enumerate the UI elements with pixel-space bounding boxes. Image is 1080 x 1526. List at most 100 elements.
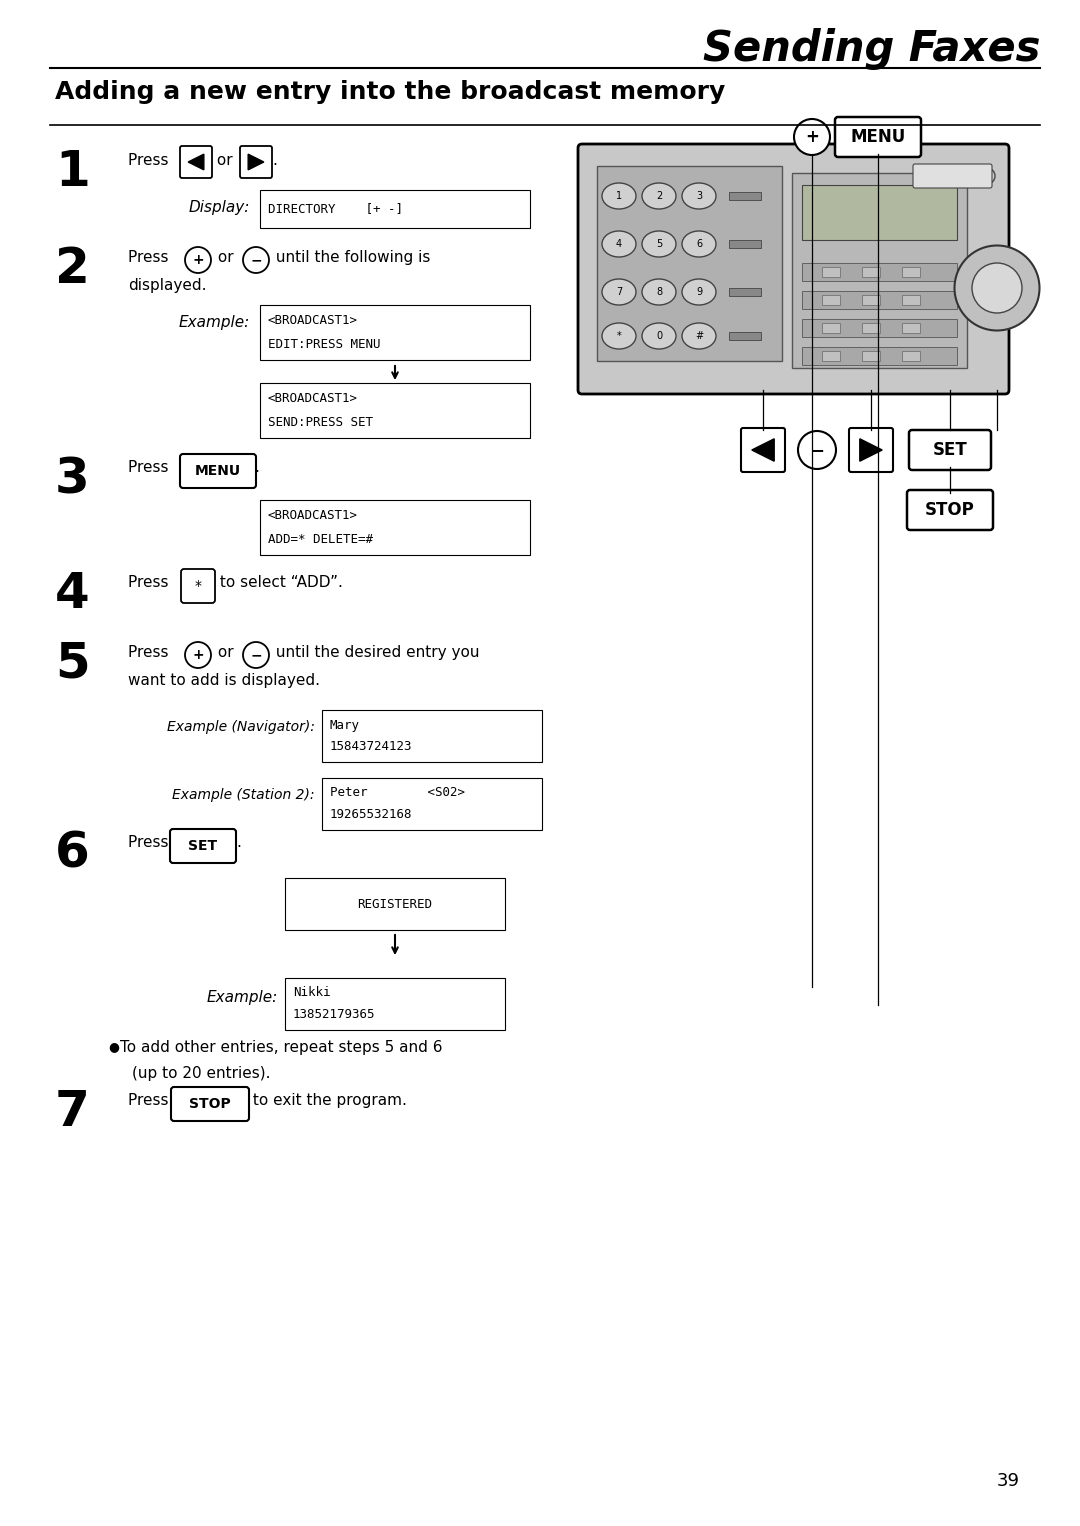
Text: Press: Press <box>129 250 174 266</box>
FancyBboxPatch shape <box>902 267 920 278</box>
FancyBboxPatch shape <box>835 118 921 157</box>
Text: +: + <box>192 253 204 267</box>
Text: 7: 7 <box>55 1088 90 1135</box>
Text: −: − <box>251 649 261 662</box>
FancyBboxPatch shape <box>170 829 237 864</box>
Text: Example (Station 2):: Example (Station 2): <box>173 787 315 803</box>
FancyBboxPatch shape <box>862 267 880 278</box>
Text: Sending Faxes: Sending Faxes <box>703 27 1040 70</box>
Text: EDIT:PRESS MENU: EDIT:PRESS MENU <box>268 337 380 351</box>
Ellipse shape <box>642 183 676 209</box>
FancyBboxPatch shape <box>729 192 761 200</box>
Text: SET: SET <box>188 839 217 853</box>
Ellipse shape <box>602 324 636 349</box>
Text: #: # <box>694 331 703 340</box>
Text: MENU: MENU <box>850 128 906 146</box>
Text: Example (Navigator):: Example (Navigator): <box>167 720 315 734</box>
FancyBboxPatch shape <box>862 351 880 362</box>
Text: 1: 1 <box>55 148 90 195</box>
FancyBboxPatch shape <box>322 778 542 830</box>
FancyBboxPatch shape <box>729 288 761 296</box>
Ellipse shape <box>642 230 676 256</box>
Text: 7: 7 <box>616 287 622 298</box>
Text: Mary: Mary <box>330 719 360 731</box>
Text: Press: Press <box>129 459 174 475</box>
Text: to exit the program.: to exit the program. <box>248 1093 407 1108</box>
FancyBboxPatch shape <box>285 978 505 1030</box>
Text: +: + <box>805 128 819 146</box>
Text: 2: 2 <box>656 191 662 201</box>
Text: 5: 5 <box>656 240 662 249</box>
Text: Press: Press <box>129 835 174 850</box>
FancyBboxPatch shape <box>862 295 880 305</box>
Text: Nikki: Nikki <box>293 986 330 1000</box>
Ellipse shape <box>602 279 636 305</box>
Ellipse shape <box>955 246 1039 331</box>
Circle shape <box>978 168 995 185</box>
Text: <BROADCAST1>: <BROADCAST1> <box>268 510 357 522</box>
FancyBboxPatch shape <box>802 262 957 281</box>
Text: −: − <box>810 441 824 459</box>
FancyBboxPatch shape <box>849 427 893 472</box>
Text: Adding a new entry into the broadcast memory: Adding a new entry into the broadcast me… <box>55 79 726 104</box>
Text: Display:: Display: <box>189 200 249 215</box>
FancyBboxPatch shape <box>729 333 761 340</box>
Text: 0: 0 <box>656 331 662 340</box>
Polygon shape <box>752 439 774 461</box>
Ellipse shape <box>681 230 716 256</box>
FancyBboxPatch shape <box>240 146 272 179</box>
Text: DIRECTORY    [+ -]: DIRECTORY [+ -] <box>268 203 403 215</box>
Circle shape <box>185 247 211 273</box>
FancyBboxPatch shape <box>822 351 840 362</box>
Text: 19265532168: 19265532168 <box>330 809 413 821</box>
Text: 4: 4 <box>616 240 622 249</box>
FancyBboxPatch shape <box>802 291 957 308</box>
Ellipse shape <box>642 279 676 305</box>
Circle shape <box>243 247 269 273</box>
Ellipse shape <box>681 279 716 305</box>
Ellipse shape <box>602 230 636 256</box>
Text: −: − <box>251 253 261 267</box>
FancyBboxPatch shape <box>181 569 215 603</box>
Text: .: . <box>254 459 259 475</box>
Text: STOP: STOP <box>926 501 975 519</box>
Text: <BROADCAST1>: <BROADCAST1> <box>268 314 357 327</box>
FancyBboxPatch shape <box>907 490 993 530</box>
Ellipse shape <box>972 262 1022 313</box>
FancyBboxPatch shape <box>285 877 505 929</box>
FancyBboxPatch shape <box>802 319 957 337</box>
FancyBboxPatch shape <box>578 143 1009 394</box>
Text: ADD=* DELETE=#: ADD=* DELETE=# <box>268 533 373 546</box>
Ellipse shape <box>602 183 636 209</box>
Text: 4: 4 <box>55 571 90 618</box>
FancyBboxPatch shape <box>792 172 967 368</box>
FancyBboxPatch shape <box>180 455 256 488</box>
Text: 6: 6 <box>55 830 90 877</box>
Text: .: . <box>272 153 276 168</box>
FancyBboxPatch shape <box>902 324 920 333</box>
Circle shape <box>185 642 211 668</box>
FancyBboxPatch shape <box>822 267 840 278</box>
FancyBboxPatch shape <box>822 324 840 333</box>
Text: STOP: STOP <box>189 1097 231 1111</box>
FancyBboxPatch shape <box>862 324 880 333</box>
Text: MENU: MENU <box>194 464 241 478</box>
Text: 39: 39 <box>997 1473 1020 1489</box>
Text: To add other entries, repeat steps 5 and 6: To add other entries, repeat steps 5 and… <box>120 1041 443 1054</box>
Text: 2: 2 <box>55 246 90 293</box>
FancyBboxPatch shape <box>260 501 530 555</box>
FancyBboxPatch shape <box>260 191 530 227</box>
FancyBboxPatch shape <box>322 710 542 761</box>
Text: 3: 3 <box>55 455 90 504</box>
Text: displayed.: displayed. <box>129 278 206 293</box>
Text: Press: Press <box>129 1093 174 1108</box>
Text: Peter        <S02>: Peter <S02> <box>330 786 465 800</box>
FancyBboxPatch shape <box>802 346 957 365</box>
FancyBboxPatch shape <box>909 430 991 470</box>
Text: want to add is displayed.: want to add is displayed. <box>129 673 320 688</box>
FancyBboxPatch shape <box>260 383 530 438</box>
Text: or: or <box>213 645 239 661</box>
Ellipse shape <box>681 183 716 209</box>
Text: 15843724123: 15843724123 <box>330 740 413 754</box>
Text: +: + <box>192 649 204 662</box>
